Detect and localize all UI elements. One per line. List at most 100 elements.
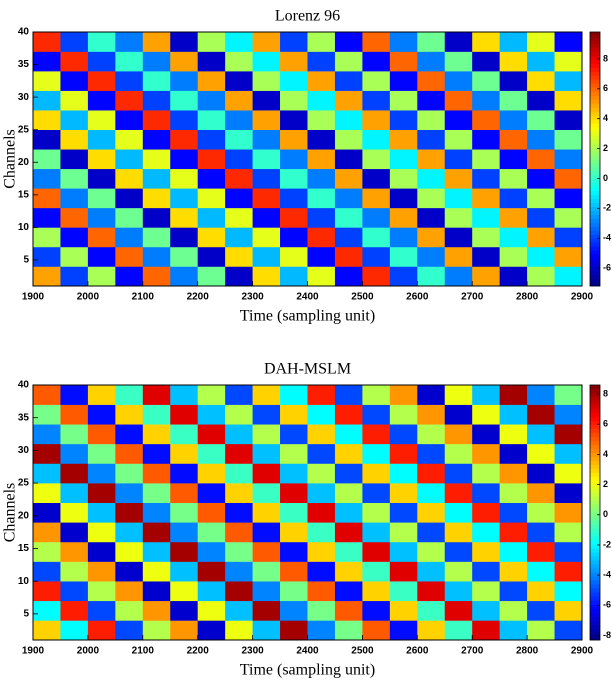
- heat-cell: [444, 246, 473, 267]
- heat-cell: [280, 522, 308, 543]
- heat-cell: [197, 51, 226, 72]
- colorbar-segment: [590, 115, 600, 120]
- colorbar-segment: [590, 388, 600, 394]
- heat-cell: [472, 90, 500, 111]
- heat-cell: [444, 168, 473, 189]
- colorbar-segment: [590, 214, 600, 219]
- heat-cell: [527, 207, 555, 228]
- y-tick-label: 35: [18, 412, 30, 423]
- heat-cell: [142, 90, 171, 111]
- heat-cell: [252, 51, 281, 72]
- colorbar-tick-label: 2: [603, 143, 608, 153]
- heat-cell: [334, 32, 363, 52]
- colorbar-segment: [590, 488, 600, 493]
- colorbar-segment: [590, 420, 600, 426]
- heat-cell: [362, 541, 391, 562]
- heat-cell: [252, 246, 281, 267]
- heat-cell: [334, 129, 363, 150]
- heat-cell: [554, 581, 583, 602]
- heat-cell: [87, 207, 116, 228]
- heat-cell: [142, 207, 171, 228]
- x-tick-label: 1900: [22, 646, 45, 657]
- heat-cell: [389, 620, 418, 641]
- heat-cell: [142, 483, 171, 503]
- x-tick-label: 1900: [22, 292, 45, 303]
- heat-cell: [499, 110, 528, 130]
- heat-cell: [142, 227, 171, 248]
- heat-cell: [472, 51, 500, 72]
- heat-cell: [334, 443, 363, 464]
- heat-cell: [252, 541, 281, 562]
- heat-cell: [499, 424, 528, 445]
- heat-cell: [115, 581, 144, 602]
- heat-cell: [60, 246, 89, 267]
- colorbar-segment: [590, 135, 600, 140]
- heat-cell: [87, 463, 116, 484]
- heat-cell: [87, 541, 116, 562]
- heat-cell: [280, 463, 308, 484]
- heat-cell: [225, 581, 253, 602]
- heat-cell: [389, 188, 418, 209]
- heat-cell: [554, 522, 583, 543]
- heat-cell: [170, 502, 198, 523]
- heat-cell: [225, 266, 253, 287]
- heat-cell: [170, 246, 198, 267]
- heat-cell: [472, 483, 500, 503]
- heat-cell: [389, 463, 418, 484]
- colorbar-segment: [590, 432, 600, 438]
- heat-cell: [444, 385, 473, 405]
- colorbar-segment: [590, 536, 600, 541]
- colorbar-segment: [590, 580, 600, 585]
- heat-cell: [362, 620, 391, 641]
- colorbar-tick-label: 8: [603, 53, 608, 63]
- heat-cell: [60, 502, 89, 523]
- heat-cell: [307, 600, 336, 621]
- colorbar-segment: [590, 63, 600, 69]
- heat-cell: [334, 188, 363, 209]
- colorbar-segment: [590, 246, 600, 251]
- heat-cell: [33, 266, 61, 287]
- colorbar-segment: [590, 87, 600, 92]
- heat-cell: [527, 385, 555, 405]
- colorbar-tick-label: 4: [603, 113, 608, 123]
- heat-cell: [197, 600, 226, 621]
- heat-cell: [334, 207, 363, 228]
- heat-cell: [389, 129, 418, 150]
- heat-cell: [417, 149, 446, 170]
- heat-cell: [307, 207, 336, 228]
- colorbar-segment: [590, 210, 600, 215]
- x-tick-label: 2800: [516, 292, 539, 303]
- y-axis-label: Channels: [2, 483, 19, 543]
- colorbar-segment: [590, 202, 600, 207]
- heat-cell: [170, 129, 198, 150]
- heat-cell: [225, 443, 253, 464]
- colorbar-segment: [590, 444, 600, 450]
- heat-cell: [472, 266, 500, 287]
- heat-cell: [417, 246, 446, 267]
- heat-cell: [87, 32, 116, 52]
- colorbar-segment: [590, 588, 600, 593]
- heat-cell: [170, 266, 198, 287]
- heat-cell: [444, 207, 473, 228]
- heat-cell: [499, 600, 528, 621]
- heat-cell: [362, 168, 391, 189]
- heat-cell: [389, 149, 418, 170]
- heat-cell: [307, 110, 336, 130]
- heat-cell: [499, 32, 528, 52]
- heat-cell: [444, 483, 473, 503]
- heat-cell: [362, 129, 391, 150]
- colorbar-segment: [590, 55, 600, 61]
- heat-cell: [252, 207, 281, 228]
- heat-cell: [417, 90, 446, 111]
- colorbar-segment: [590, 428, 600, 434]
- colorbar-segment: [590, 226, 600, 231]
- heat-cell: [142, 600, 171, 621]
- heat-cell: [334, 90, 363, 111]
- heat-cell: [554, 227, 583, 248]
- heat-cell: [554, 71, 583, 91]
- heat-cell: [554, 110, 583, 130]
- heat-cell: [527, 149, 555, 170]
- heat-cell: [417, 561, 446, 582]
- y-tick-label: 40: [18, 27, 30, 38]
- colorbar-segment: [590, 548, 600, 553]
